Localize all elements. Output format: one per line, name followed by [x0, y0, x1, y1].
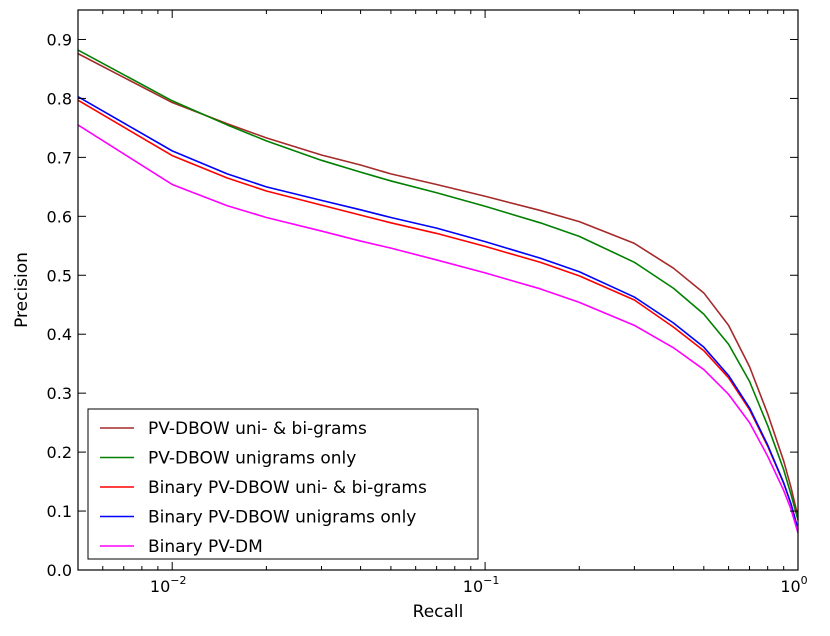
plot-frame — [77, 9, 799, 571]
legend-label-5: Binary PV-DM — [148, 537, 263, 557]
y-tick-label: 0.6 — [47, 207, 72, 226]
y-tick-label: 0.2 — [47, 443, 72, 462]
legend: PV-DBOW uni- & bi-grams PV-DBOW unigrams … — [87, 408, 479, 560]
series-line-4 — [77, 95, 799, 531]
x-tick-exponent: −1 — [483, 574, 499, 587]
x-tick-exponent: 0 — [801, 574, 808, 587]
y-tick-label: 0.4 — [47, 325, 72, 344]
legend-box — [87, 408, 479, 560]
series-layer — [77, 49, 799, 534]
y-tick-label: 0.0 — [47, 561, 72, 580]
legend-label-4: Binary PV-DBOW unigrams only — [148, 508, 416, 528]
series-line-1 — [77, 52, 799, 518]
y-tick-label: 0.5 — [47, 266, 72, 285]
legend-label-1: PV-DBOW uni- & bi-grams — [148, 419, 367, 439]
legend-label-3: Binary PV-DBOW uni- & bi-grams — [148, 478, 427, 498]
y-tick-label: 0.1 — [47, 502, 72, 521]
ticks-layer: 0.00.10.20.30.40.50.60.70.80.910−2 10−1 10… — [47, 10, 808, 596]
y-tick-label: 0.7 — [47, 148, 72, 167]
x-tick-exponent: −2 — [170, 574, 186, 587]
y-tick-label: 0.3 — [47, 384, 72, 403]
series-line-2 — [77, 49, 799, 521]
x-axis-label: Recall — [413, 602, 464, 622]
legend-label-2: PV-DBOW unigrams only — [148, 449, 356, 469]
y-tick-label: 0.9 — [47, 30, 72, 49]
y-tick-label: 0.8 — [47, 89, 72, 108]
y-axis-label: Precision — [12, 252, 32, 328]
series-line-5 — [77, 124, 799, 534]
